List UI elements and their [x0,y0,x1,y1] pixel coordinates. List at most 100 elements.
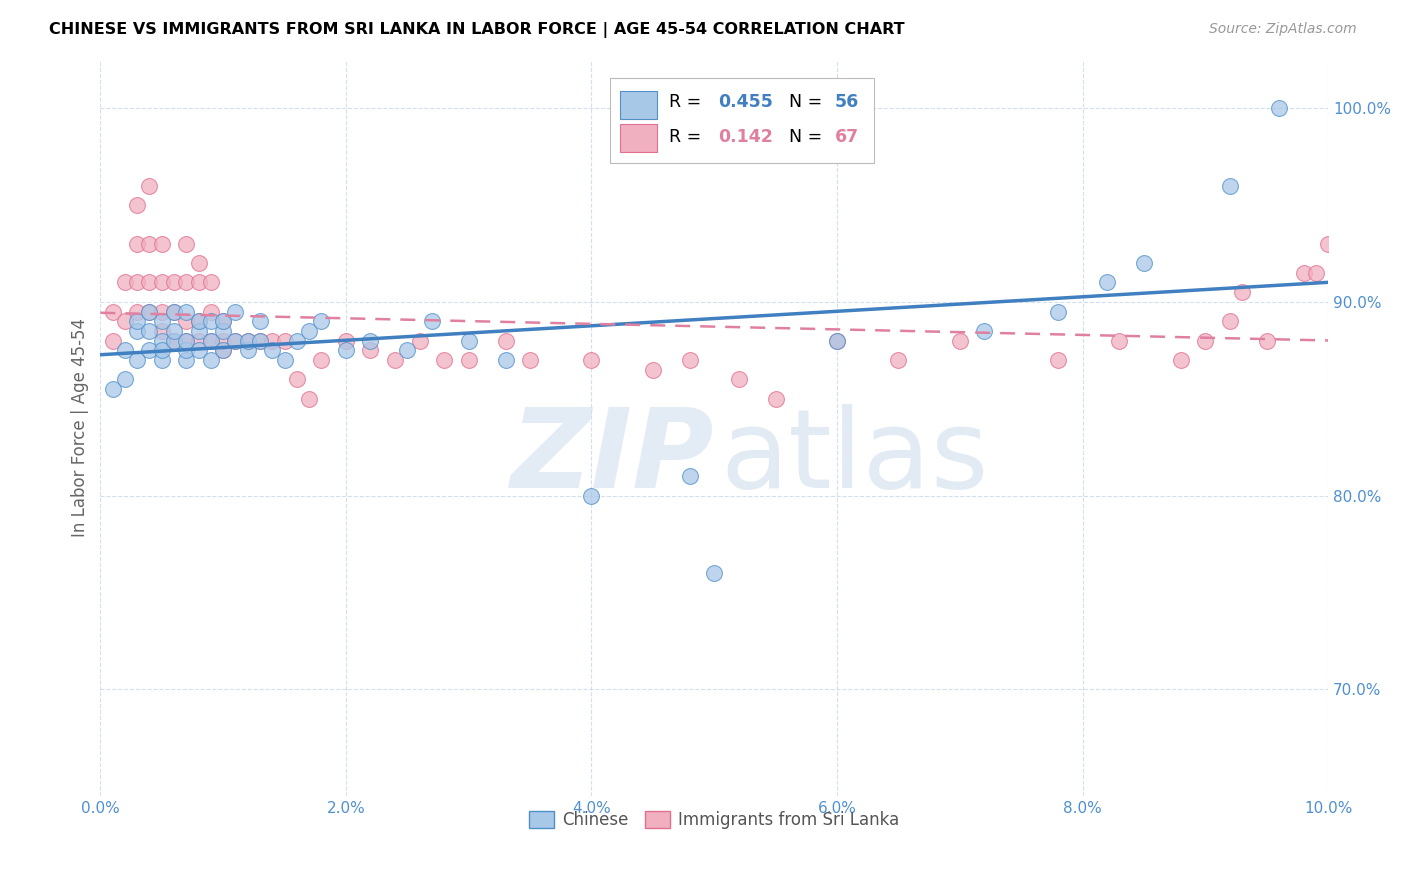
Point [457,334,479,348]
Point [150,343,173,358]
Point [114,343,136,358]
Point [249,334,271,348]
Point [1095,276,1118,290]
Point [825,334,848,348]
Text: ZIP: ZIP [510,404,714,511]
Point [1268,101,1291,115]
Point [949,334,972,348]
Point [641,362,664,376]
Point [176,334,198,348]
Point [495,334,517,348]
Point [150,353,173,368]
Point [433,353,456,368]
Point [163,324,186,338]
Text: Source: ZipAtlas.com: Source: ZipAtlas.com [1209,22,1357,37]
Point [127,324,149,338]
Point [163,304,186,318]
Text: CHINESE VS IMMIGRANTS FROM SRI LANKA IN LABOR FORCE | AGE 45-54 CORRELATION CHAR: CHINESE VS IMMIGRANTS FROM SRI LANKA IN … [49,22,905,38]
Point [1170,353,1192,368]
Point [212,314,235,328]
Text: N =: N = [789,128,828,146]
Point [187,324,209,338]
Point [176,343,198,358]
Point [176,314,198,328]
Point [236,334,259,348]
Point [212,314,235,328]
Point [1230,285,1253,300]
Point [114,276,136,290]
Point [187,334,209,348]
Point [519,353,541,368]
Text: atlas: atlas [720,404,988,511]
Point [581,489,603,503]
Point [1305,266,1327,280]
Point [163,334,186,348]
Point [311,314,333,328]
Point [224,334,246,348]
Text: 0.142: 0.142 [718,128,773,146]
Point [150,304,173,318]
Point [127,198,149,212]
Point [127,304,149,318]
Point [176,276,198,290]
Point [114,314,136,328]
Point [163,334,186,348]
Text: N =: N = [789,93,828,111]
Point [679,353,702,368]
Point [335,343,357,358]
Point [101,382,124,396]
Point [1219,178,1241,193]
Point [285,334,308,348]
Point [249,334,271,348]
Point [273,353,295,368]
Point [138,343,160,358]
Point [973,324,995,338]
Point [887,353,910,368]
Bar [620,90,657,119]
Point [150,314,173,328]
Point [127,353,149,368]
Point [187,314,209,328]
Point [359,343,381,358]
Point [187,314,209,328]
Point [200,334,222,348]
Point [114,372,136,386]
Point [187,256,209,270]
Point [1047,304,1070,318]
Point [187,343,209,358]
Point [1292,266,1315,280]
Point [212,343,235,358]
Point [457,353,479,368]
Text: R =: R = [669,128,707,146]
Point [187,276,209,290]
Point [1047,353,1070,368]
FancyBboxPatch shape [610,78,875,162]
Point [138,236,160,251]
Point [298,324,321,338]
Point [176,236,198,251]
Point [495,353,517,368]
Point [1194,334,1216,348]
Point [825,334,848,348]
Point [408,334,430,348]
Point [273,334,295,348]
Point [212,343,235,358]
Point [703,566,725,581]
Point [679,469,702,483]
Point [765,392,787,406]
Point [420,314,443,328]
Point [150,324,173,338]
Point [285,372,308,386]
Point [1256,334,1278,348]
Point [200,314,222,328]
Point [224,304,246,318]
Point [127,276,149,290]
Point [727,372,749,386]
Point [138,304,160,318]
Point [212,334,235,348]
Point [298,392,321,406]
Point [163,304,186,318]
Point [262,334,284,348]
Point [138,324,160,338]
Text: 56: 56 [835,93,859,111]
